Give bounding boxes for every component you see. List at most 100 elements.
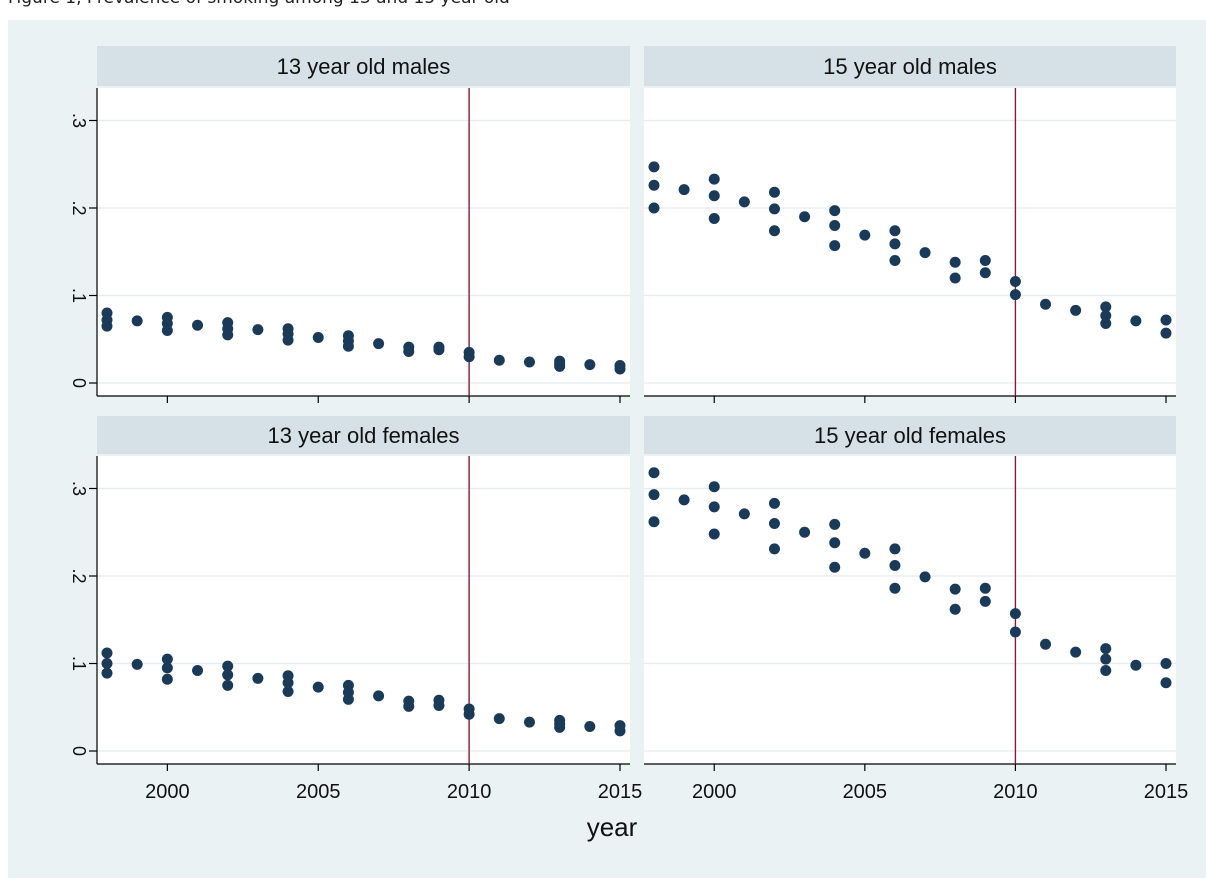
data-point bbox=[222, 660, 234, 672]
data-point bbox=[768, 518, 780, 529]
y-tick-label: 0 bbox=[69, 378, 89, 388]
data-point bbox=[708, 213, 720, 224]
data-point bbox=[799, 526, 811, 538]
data-point bbox=[373, 690, 385, 702]
data-point bbox=[161, 673, 173, 685]
data-point bbox=[949, 256, 961, 268]
data-point bbox=[738, 196, 750, 208]
data-point bbox=[949, 603, 961, 615]
data-point bbox=[342, 679, 354, 691]
plot-area bbox=[97, 88, 630, 396]
data-point bbox=[648, 467, 660, 479]
data-point bbox=[889, 560, 901, 571]
data-point bbox=[829, 205, 841, 217]
x-tick-label: 2000 bbox=[692, 781, 737, 803]
x-axis-title: year bbox=[587, 812, 638, 842]
data-point bbox=[101, 667, 113, 679]
data-point bbox=[1009, 608, 1021, 620]
data-point bbox=[829, 518, 841, 530]
data-point bbox=[433, 341, 445, 353]
data-point bbox=[523, 716, 535, 728]
data-point bbox=[1130, 315, 1142, 327]
data-point bbox=[768, 186, 780, 198]
data-point bbox=[979, 255, 991, 266]
data-point bbox=[1009, 289, 1021, 301]
data-point bbox=[161, 653, 173, 665]
data-point bbox=[889, 225, 901, 237]
panel-title-strip bbox=[97, 416, 630, 454]
x-tick-label: 2015 bbox=[1144, 781, 1189, 803]
data-point bbox=[433, 694, 445, 706]
data-point bbox=[648, 489, 660, 501]
data-point bbox=[584, 721, 596, 732]
data-point bbox=[799, 211, 811, 223]
data-point bbox=[282, 323, 294, 335]
panel-title-strip bbox=[97, 46, 630, 86]
x-tick-label: 2005 bbox=[296, 781, 341, 803]
data-point bbox=[738, 508, 750, 520]
data-point bbox=[919, 571, 931, 583]
data-point bbox=[282, 670, 294, 682]
panel-1: 13 year old males 0 .1 .2 .3 bbox=[69, 46, 630, 403]
data-point bbox=[648, 202, 660, 214]
data-point bbox=[1100, 310, 1112, 322]
data-point bbox=[768, 203, 780, 215]
data-point bbox=[1130, 659, 1142, 671]
data-point bbox=[252, 324, 264, 336]
data-point bbox=[708, 481, 720, 493]
data-point bbox=[859, 547, 871, 559]
data-point bbox=[192, 665, 204, 676]
data-point bbox=[614, 360, 626, 371]
y-tick-label: .2 bbox=[69, 200, 89, 215]
data-point bbox=[648, 516, 660, 528]
data-point bbox=[373, 338, 385, 350]
data-point bbox=[1070, 646, 1082, 658]
data-point bbox=[768, 225, 780, 237]
data-point bbox=[101, 307, 113, 319]
data-point bbox=[312, 681, 324, 693]
data-point bbox=[463, 703, 475, 715]
data-point bbox=[463, 346, 475, 358]
panel-title-strip bbox=[644, 46, 1176, 86]
panel-2: 15 year old males bbox=[644, 46, 1176, 403]
data-point bbox=[648, 161, 660, 173]
y-tick-label: .2 bbox=[69, 568, 89, 583]
data-point bbox=[312, 332, 324, 343]
data-point bbox=[708, 190, 720, 202]
data-point bbox=[614, 720, 626, 732]
x-tick-label: 2010 bbox=[993, 781, 1038, 803]
data-point bbox=[859, 229, 871, 241]
y-tick-label: .1 bbox=[69, 656, 89, 671]
data-point bbox=[252, 672, 264, 684]
data-point bbox=[192, 319, 204, 331]
data-point bbox=[1100, 653, 1112, 665]
plot-area bbox=[644, 456, 1176, 764]
data-point bbox=[523, 356, 535, 368]
plot-area bbox=[644, 88, 1176, 396]
data-point bbox=[829, 561, 841, 573]
plot-area bbox=[97, 456, 630, 764]
graph-region: 13 year old males 0 .1 .2 .3 15 year old male… bbox=[8, 20, 1206, 878]
figure-caption: Figure 1, Prevalence of smoking among 13… bbox=[8, 0, 510, 8]
data-point bbox=[342, 330, 354, 342]
data-point bbox=[1100, 643, 1112, 655]
data-point bbox=[1070, 304, 1082, 316]
data-point bbox=[1160, 314, 1172, 326]
data-point bbox=[768, 543, 780, 555]
data-point bbox=[708, 501, 720, 513]
data-point bbox=[678, 184, 690, 196]
data-point bbox=[708, 528, 720, 540]
data-point bbox=[1100, 665, 1112, 676]
data-point bbox=[161, 662, 173, 674]
small-multiples-scatter-chart: 13 year old males 0 .1 .2 .3 15 year old male… bbox=[69, 46, 1189, 842]
data-point bbox=[979, 582, 991, 594]
data-point bbox=[554, 714, 566, 726]
y-tick-label: .3 bbox=[69, 113, 89, 128]
data-point bbox=[161, 311, 173, 323]
data-point bbox=[949, 583, 961, 595]
data-point bbox=[949, 272, 961, 284]
data-point bbox=[493, 354, 505, 366]
data-point bbox=[1100, 318, 1112, 329]
panel-title: 15 year old females bbox=[814, 423, 1006, 448]
data-point bbox=[131, 315, 143, 327]
